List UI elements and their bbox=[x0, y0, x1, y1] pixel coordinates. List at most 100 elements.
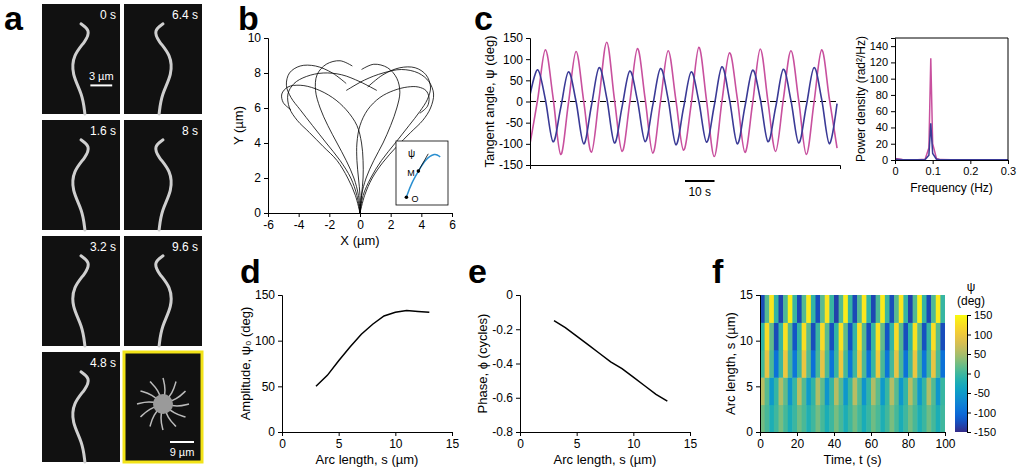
heatmap-cell bbox=[825, 405, 830, 432]
tick: -0.6 bbox=[492, 391, 520, 405]
panel-letter: f bbox=[712, 252, 724, 290]
axis-line bbox=[531, 166, 841, 170]
filament bbox=[156, 256, 171, 346]
heatmap-cell bbox=[866, 322, 871, 350]
tick-mark bbox=[891, 95, 895, 96]
heatmap-cell bbox=[816, 295, 821, 323]
heatmap-cell bbox=[885, 405, 890, 432]
heatmap-cell bbox=[792, 350, 797, 378]
heatmap-cell bbox=[792, 377, 797, 405]
heatmap-cell bbox=[871, 295, 876, 323]
tick-label: -4 bbox=[294, 218, 305, 232]
heatmap-cell bbox=[792, 322, 797, 350]
heatmap-cell bbox=[866, 377, 871, 405]
tick-mark bbox=[967, 413, 971, 414]
panel: b-6-4-202460246810X (µm)Y (µm)ψMO bbox=[231, 0, 457, 248]
axis-title: Arc length, s (µm) bbox=[316, 452, 419, 467]
micrograph: 1.6 s bbox=[42, 120, 120, 230]
image-frame bbox=[124, 236, 202, 346]
heatmap-cell bbox=[783, 377, 788, 405]
heatmap-cell bbox=[788, 295, 793, 323]
heatmap-cell bbox=[876, 377, 881, 405]
heatmap-cell bbox=[876, 322, 881, 350]
heatmap-cell bbox=[820, 322, 825, 350]
panel-letter: c bbox=[474, 0, 493, 37]
axis-title: Phase, ϕ (cycles) bbox=[475, 314, 490, 414]
tick-label: 5 bbox=[336, 437, 343, 451]
filament bbox=[73, 256, 88, 346]
tick-mark bbox=[967, 335, 971, 336]
heatmap-cell bbox=[913, 350, 918, 378]
tick: 140 bbox=[870, 40, 895, 52]
heatmap-cell bbox=[922, 405, 927, 432]
inset: ψMO bbox=[396, 141, 448, 205]
heatmap-cell bbox=[765, 377, 770, 405]
axis: 051015 bbox=[517, 432, 697, 451]
tick-label: 0.1 bbox=[926, 165, 941, 177]
heatmap-cell bbox=[922, 295, 927, 323]
heatmap-cell bbox=[927, 322, 932, 350]
axis-line bbox=[526, 39, 531, 166]
timestamp: 6.4 s bbox=[172, 8, 198, 22]
heatmap-cell bbox=[843, 377, 848, 405]
heatmap-cell bbox=[765, 322, 770, 350]
tick-mark bbox=[452, 432, 453, 436]
heatmap-cell bbox=[765, 405, 770, 432]
heatmap-cell bbox=[839, 350, 844, 378]
micrograph: 4.8 s bbox=[42, 352, 120, 462]
heatmap-cell bbox=[936, 350, 941, 378]
heatmap-cell bbox=[885, 322, 890, 350]
tick-mark bbox=[908, 432, 909, 436]
timestamp: 8 s bbox=[182, 124, 198, 138]
tick-label: 80 bbox=[876, 89, 888, 101]
tick: 0 bbox=[357, 213, 364, 232]
heatmap-cell bbox=[788, 350, 793, 378]
tick-label: 6 bbox=[449, 218, 456, 232]
tick-label: 6 bbox=[254, 101, 261, 115]
data-line bbox=[286, 65, 360, 213]
heatmap-cell bbox=[890, 405, 895, 432]
scale-bar bbox=[90, 84, 112, 86]
tick-mark bbox=[967, 393, 971, 394]
tick-mark bbox=[756, 432, 760, 433]
heatmap-cell bbox=[834, 405, 839, 432]
tick: 50 bbox=[262, 380, 282, 394]
data-line bbox=[288, 73, 377, 213]
tick: 0 bbox=[517, 432, 524, 451]
heatmap-cell bbox=[917, 350, 922, 378]
tick: 15 bbox=[684, 432, 698, 451]
heatmap-cell bbox=[820, 405, 825, 432]
heatmap-cell bbox=[774, 350, 779, 378]
tick: 0 bbox=[268, 425, 282, 439]
tick-label: 0 bbox=[516, 95, 523, 109]
heatmap-cell bbox=[779, 405, 784, 432]
tick-mark bbox=[452, 213, 453, 217]
tick-mark bbox=[421, 213, 422, 217]
heatmap-cell bbox=[857, 295, 862, 323]
tick-mark bbox=[339, 432, 340, 436]
tick-label: 0.2 bbox=[963, 165, 978, 177]
tick-mark bbox=[967, 432, 971, 433]
tick-label: -0.2 bbox=[492, 323, 513, 337]
data-line bbox=[282, 85, 364, 213]
tick-label: -100 bbox=[974, 407, 996, 419]
tick-mark bbox=[526, 102, 530, 103]
tick-label: 0.3 bbox=[1001, 165, 1016, 177]
tick-mark bbox=[516, 329, 520, 330]
panel: f020406080100051015Time, t (s)Arc length… bbox=[712, 252, 996, 467]
heatmap-cell bbox=[825, 377, 830, 405]
tick: 150 bbox=[967, 309, 992, 321]
heatmap-cell bbox=[862, 295, 867, 323]
tick-mark bbox=[933, 160, 934, 164]
heatmap-cell bbox=[783, 322, 788, 350]
heatmap-cell bbox=[843, 322, 848, 350]
heatmap-cell bbox=[802, 322, 807, 350]
micrograph: 3.2 s bbox=[42, 236, 120, 346]
heatmap-cell bbox=[825, 322, 830, 350]
tick-label: 5 bbox=[574, 437, 581, 451]
heatmap-cell bbox=[899, 405, 904, 432]
tick: 8 bbox=[254, 66, 268, 80]
tick-label: -0.4 bbox=[492, 357, 513, 371]
tick: 80 bbox=[902, 432, 916, 451]
heatmap-cell bbox=[792, 295, 797, 323]
